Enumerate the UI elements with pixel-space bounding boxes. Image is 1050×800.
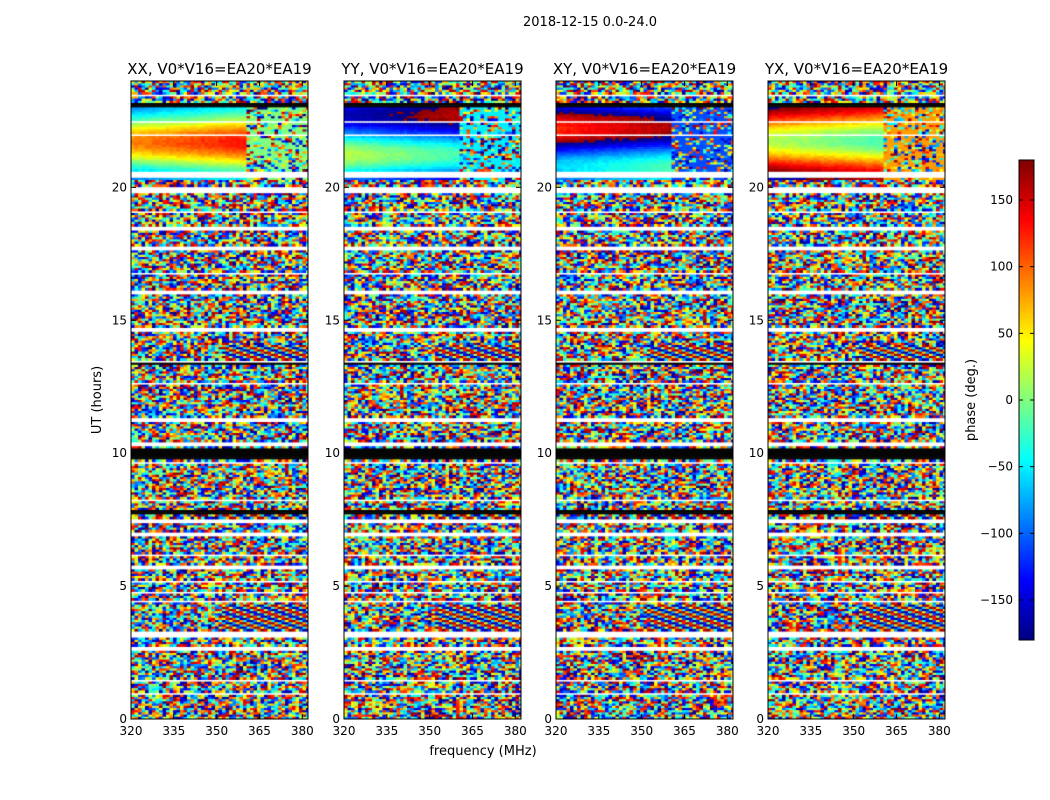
colorbar-tick-label: −100 — [980, 526, 1013, 540]
y-tick-label: 15 — [112, 313, 127, 327]
phase-heatmap — [556, 81, 733, 719]
x-tick-label: 335 — [587, 724, 610, 738]
y-tick-label: 20 — [325, 180, 340, 194]
x-tick-label: 365 — [885, 724, 908, 738]
y-tick-label: 5 — [332, 579, 340, 593]
colorbar-tick-label: 100 — [990, 260, 1013, 274]
x-tick-label: 350 — [418, 724, 441, 738]
panel-4: YX, V0*V16=EA20*EA19 320 335 350 365 380 0 5 10 1… — [749, 60, 951, 738]
panel-title: YY, V0*V16=EA20*EA19 — [340, 60, 523, 78]
panel-title: XY, V0*V16=EA20*EA19 — [553, 60, 736, 78]
x-axis-label: frequency (MHz) — [429, 744, 536, 759]
y-tick-label: 10 — [112, 446, 127, 460]
x-tick-label: 380 — [716, 724, 739, 738]
panel-2: YY, V0*V16=EA20*EA19 320 335 350 365 380 0 5 10 1… — [325, 60, 527, 738]
phase-heatmap — [768, 81, 945, 719]
x-tick-label: 365 — [673, 724, 696, 738]
y-tick-label: 15 — [325, 313, 340, 327]
panel-frame — [343, 80, 522, 720]
colorbar-tick-label: 0 — [1005, 393, 1013, 407]
panel-frame — [767, 80, 946, 720]
colorbar-tick-label: 150 — [990, 193, 1013, 207]
y-tick-label: 10 — [537, 446, 552, 460]
x-tick-label: 320 — [545, 724, 568, 738]
colorbar-tick-label: −50 — [988, 460, 1013, 474]
y-tick-label: 0 — [332, 712, 340, 726]
panel-frame — [555, 80, 734, 720]
x-tick-label: 335 — [375, 724, 398, 738]
panel-title: XX, V0*V16=EA20*EA19 — [127, 60, 311, 78]
x-tick-label: 320 — [757, 724, 780, 738]
panel-3: XY, V0*V16=EA20*EA19 320 335 350 365 380 0 5 10 1… — [537, 60, 739, 738]
x-tick-label: 380 — [928, 724, 951, 738]
y-tick-label: 5 — [544, 579, 552, 593]
y-tick-label: 20 — [537, 180, 552, 194]
y-tick-label: 20 — [112, 180, 127, 194]
x-tick-label: 365 — [461, 724, 484, 738]
colorbar-tick-label: −150 — [980, 593, 1013, 607]
phase-heatmap — [131, 81, 308, 719]
y-tick-label: 15 — [749, 313, 764, 327]
y-tick-label: 0 — [119, 712, 127, 726]
x-tick-label: 320 — [120, 724, 143, 738]
y-tick-label: 15 — [537, 313, 552, 327]
y-tick-label: 5 — [756, 579, 764, 593]
y-tick-label: 5 — [119, 579, 127, 593]
y-tick-label: 0 — [756, 712, 764, 726]
y-tick-label: 10 — [749, 446, 764, 460]
figure-suptitle: 2018-12-15 0.0-24.0 — [523, 15, 657, 30]
x-tick-label: 350 — [205, 724, 228, 738]
colorbar-gradient — [1019, 160, 1034, 640]
x-tick-label: 350 — [842, 724, 865, 738]
panel-frame — [130, 80, 309, 720]
x-tick-label: 320 — [333, 724, 356, 738]
phase-heatmap — [344, 81, 521, 719]
y-tick-label: 20 — [749, 180, 764, 194]
colorbar-label: phase (deg.) — [964, 359, 979, 441]
y-tick-label: 10 — [325, 446, 340, 460]
y-tick-label: 0 — [544, 712, 552, 726]
x-tick-label: 335 — [799, 724, 822, 738]
x-tick-label: 365 — [248, 724, 271, 738]
x-tick-label: 350 — [630, 724, 653, 738]
colorbar: 150 100 50 0 −50 −100 −150 phase (deg.) — [964, 159, 1035, 641]
x-tick-label: 380 — [291, 724, 314, 738]
panel-1: XX, V0*V16=EA20*EA19 320 335 350 365 380 0 5 10 1… — [112, 60, 314, 738]
x-tick-label: 335 — [162, 724, 185, 738]
y-axis-label: UT (hours) — [90, 366, 105, 434]
x-tick-label: 380 — [504, 724, 527, 738]
panel-title: YX, V0*V16=EA20*EA19 — [764, 60, 948, 78]
colorbar-tick-label: 50 — [998, 326, 1013, 340]
panels-group: XX, V0*V16=EA20*EA19 320 335 350 365 380 0 5 10 1… — [112, 60, 951, 738]
